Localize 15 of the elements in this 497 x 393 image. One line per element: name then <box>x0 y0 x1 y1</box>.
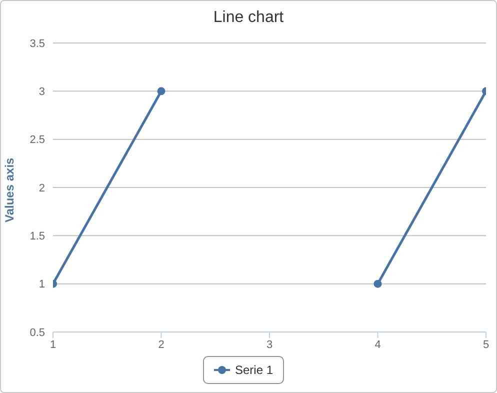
y-axis-title: Values axis <box>2 157 16 222</box>
y-tick-label: 2 <box>38 182 45 194</box>
x-tick-label: 4 <box>374 338 381 351</box>
chart-title: Line chart <box>212 9 285 27</box>
x-tick-label: 3 <box>266 338 273 351</box>
x-tick-label: 2 <box>158 338 164 351</box>
y-tick-label: 1.5 <box>30 230 45 243</box>
y-tick-label: 0.5 <box>30 326 45 339</box>
y-tick-label: 3.5 <box>30 38 45 50</box>
x-tick-label: 1 <box>50 338 56 351</box>
y-tick-label: 1 <box>38 278 45 291</box>
x-tick-label: 5 <box>482 338 490 351</box>
y-tick-label: 2.5 <box>30 134 45 146</box>
legend-label: Serie 1 <box>234 363 274 377</box>
y-tick-label: 3 <box>38 86 45 98</box>
